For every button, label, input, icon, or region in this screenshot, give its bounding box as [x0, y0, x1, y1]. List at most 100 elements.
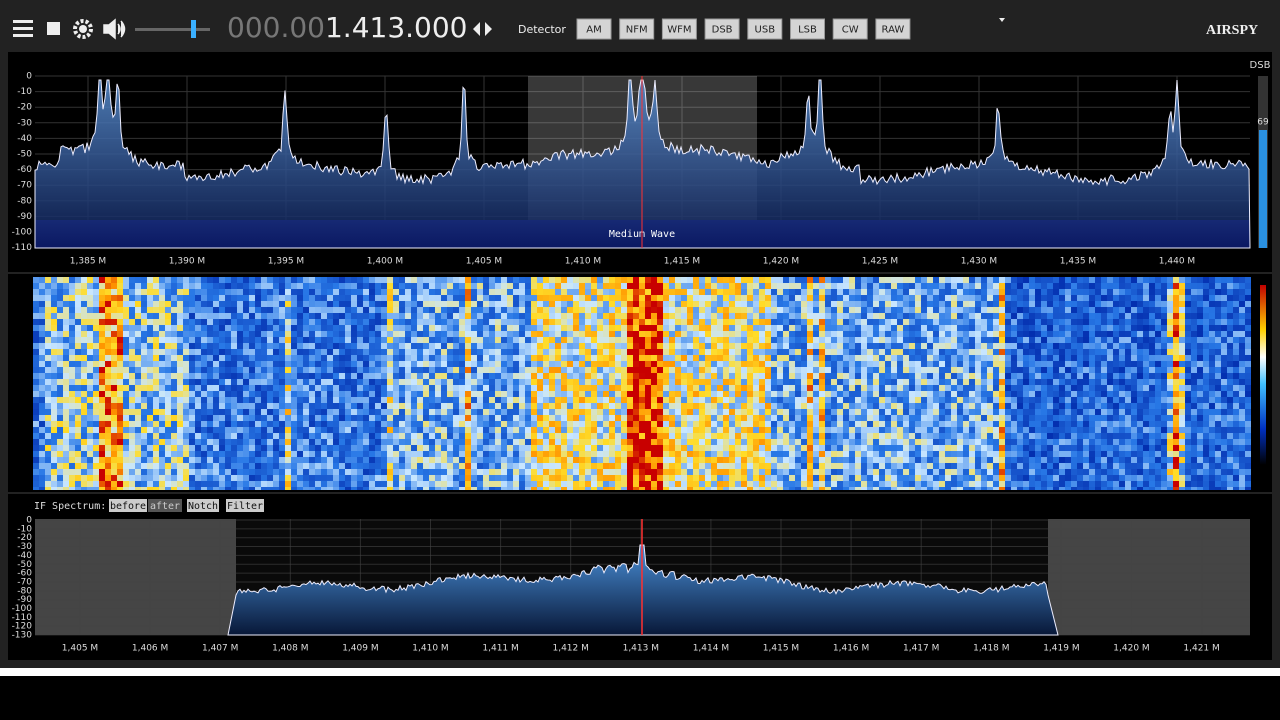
- waterfall-cell: [441, 343, 447, 349]
- tuning-arrows[interactable]: [473, 22, 492, 36]
- volume-slider[interactable]: [135, 28, 210, 31]
- mode-button[interactable]: [704, 18, 740, 40]
- waterfall-cell: [81, 487, 87, 490]
- waterfall-cell: [105, 289, 111, 295]
- dropdown-arrow[interactable]: [999, 18, 1005, 22]
- waterfall-cell: [99, 475, 105, 481]
- waterfall-cell: [441, 439, 447, 445]
- waterfall-cell: [249, 409, 255, 415]
- waterfall-cell: [405, 307, 411, 313]
- waterfall-cell: [513, 415, 519, 421]
- waterfall-cell: [417, 325, 423, 331]
- waterfall-cell: [183, 349, 189, 355]
- waterfall-cell: [603, 325, 609, 331]
- waterfall-cell: [225, 295, 231, 301]
- waterfall-cell: [87, 367, 93, 373]
- waterfall-cell: [135, 487, 141, 490]
- waterfall-cell: [117, 481, 123, 487]
- waterfall-cell: [621, 445, 627, 451]
- waterfall-cell: [57, 391, 63, 397]
- volume-button[interactable]: [103, 18, 126, 40]
- waterfall-cell: [405, 433, 411, 439]
- volume-thumb[interactable]: [191, 20, 196, 38]
- waterfall-cell: [483, 313, 489, 319]
- waterfall-cell: [309, 445, 315, 451]
- waterfall-cell: [99, 373, 105, 379]
- waterfall-cell: [243, 301, 249, 307]
- waterfall-cell: [345, 337, 351, 343]
- waterfall-cell: [345, 301, 351, 307]
- waterfall-cell: [801, 463, 807, 469]
- waterfall-cell: [495, 445, 501, 451]
- stop-button[interactable]: [47, 22, 60, 35]
- mode-button[interactable]: [661, 18, 697, 40]
- waterfall-cell: [273, 475, 279, 481]
- waterfall-cell: [663, 307, 669, 313]
- waterfall-cell: [519, 385, 525, 391]
- waterfall-cell: [813, 385, 819, 391]
- waterfall-cell: [141, 283, 147, 289]
- waterfall-cell: [69, 469, 75, 475]
- mode-button[interactable]: [832, 18, 868, 40]
- waterfall-cell: [765, 451, 771, 457]
- waterfall-cell: [495, 283, 501, 289]
- waterfall-cell: [819, 295, 825, 301]
- mode-button[interactable]: [790, 18, 825, 40]
- waterfall-cell: [759, 295, 765, 301]
- waterfall-cell: [321, 289, 327, 295]
- waterfall-cell: [627, 283, 633, 289]
- waterfall-cell: [735, 415, 741, 421]
- waterfall-cell: [693, 367, 699, 373]
- waterfall-cell: [393, 457, 399, 463]
- waterfall-cell: [633, 391, 639, 397]
- waterfall-cell: [837, 295, 843, 301]
- waterfall-cell: [135, 343, 141, 349]
- frequency-display[interactable]: 000.001.413.000: [227, 11, 468, 44]
- menu-icon[interactable]: [13, 20, 33, 37]
- waterfall-cell: [297, 475, 303, 481]
- waterfall-cell: [381, 427, 387, 433]
- waterfall-cell: [369, 289, 375, 295]
- waterfall-cell: [477, 433, 483, 439]
- mode-button[interactable]: [619, 18, 655, 40]
- waterfall-cell: [531, 295, 537, 301]
- waterfall-cell: [537, 355, 543, 361]
- waterfall-cell: [213, 475, 219, 481]
- mode-button[interactable]: [747, 18, 783, 40]
- waterfall-cell: [231, 409, 237, 415]
- waterfall-cell: [471, 415, 477, 421]
- waterfall-cell: [489, 301, 495, 307]
- waterfall-cell: [93, 391, 99, 397]
- waterfall-cell: [453, 397, 459, 403]
- waterfall-cell: [255, 427, 261, 433]
- waterfall-cell: [657, 481, 663, 487]
- waterfall-cell: [93, 415, 99, 421]
- waterfall-cell: [447, 457, 453, 463]
- waterfall-cell: [699, 487, 705, 490]
- waterfall-cell: [309, 391, 315, 397]
- waterfall-cell: [387, 427, 393, 433]
- waterfall-cell: [765, 307, 771, 313]
- waterfall-cell: [411, 457, 417, 463]
- waterfall-cell: [411, 487, 417, 490]
- mode-button[interactable]: [875, 18, 911, 40]
- waterfall-cell: [483, 433, 489, 439]
- waterfall-cell: [69, 295, 75, 301]
- waterfall-cell: [129, 343, 135, 349]
- waterfall-cell: [423, 325, 429, 331]
- waterfall-cell: [465, 301, 471, 307]
- waterfall-cell: [201, 349, 207, 355]
- settings-button[interactable]: [73, 19, 93, 39]
- waterfall-cell: [519, 433, 525, 439]
- mode-button[interactable]: [576, 18, 612, 40]
- waterfall-cell: [135, 433, 141, 439]
- waterfall-cell: [771, 403, 777, 409]
- waterfall-cell: [51, 397, 57, 403]
- x-label: 1,400 M: [367, 257, 403, 267]
- waterfall-cell: [207, 319, 213, 325]
- waterfall-cell: [603, 277, 609, 283]
- waterfall-cell: [363, 379, 369, 385]
- waterfall-cell: [687, 433, 693, 439]
- waterfall-cell: [783, 355, 789, 361]
- waterfall-cell: [741, 445, 747, 451]
